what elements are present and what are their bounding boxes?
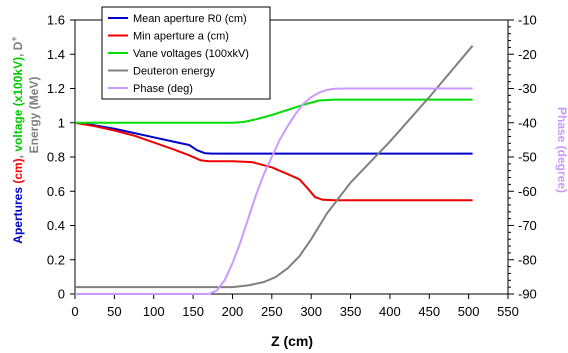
y-tick-label-right: -60 — [518, 184, 537, 199]
y-axis-label-part: + — [9, 36, 19, 41]
legend-label: Min aperture a (cm) — [133, 31, 229, 43]
x-tick-label: 100 — [143, 304, 165, 319]
x-tick-label: 300 — [300, 304, 322, 319]
y-axis-label-part: , D — [11, 41, 25, 57]
x-tick-label: 400 — [379, 304, 401, 319]
x-tick-label: 350 — [340, 304, 362, 319]
y-tick-label-right: -10 — [518, 13, 537, 28]
x-tick-label: 0 — [71, 304, 78, 319]
y-axis-label-part: voltage (x100kV) — [11, 57, 25, 152]
y-axis-label-part: , — [11, 152, 25, 159]
y-tick-label-left: 1.6 — [47, 13, 65, 28]
y-tick-label-right: -40 — [518, 115, 537, 130]
y-tick-label-left: 0 — [58, 287, 65, 302]
series-line-2 — [74, 121, 473, 202]
y-tick-label-left: 0.2 — [47, 252, 65, 267]
legend: Mean aperture R0 (cm) Min aperture a (cm)… — [101, 6, 271, 100]
legend-label: Phase (deg) — [133, 83, 193, 95]
legend-label: Mean aperture R0 (cm) — [133, 13, 247, 25]
legend-label: Vane voltages (100xkV) — [133, 48, 249, 60]
y-tick-label-right: -30 — [518, 81, 537, 96]
legend-label: Deuteron energy — [133, 66, 215, 78]
series-lines — [74, 45, 474, 295]
x-tick-label: 500 — [458, 304, 480, 319]
y-axis-label-part: Apertures — [11, 184, 25, 244]
y-tick-label-left: 1.2 — [47, 81, 65, 96]
y-axis-label-left: Apertures (cm), voltage (x100kV), D+ — [9, 36, 25, 243]
y-axis-label-left-line2: Energy (MeV) — [27, 77, 41, 154]
series-line-4 — [75, 45, 474, 289]
x-axis-label: Z (cm) — [271, 333, 313, 349]
y-tick-label-left: 0.8 — [47, 150, 65, 165]
y-tick-label-right: -80 — [518, 252, 537, 267]
x-tick-label: 200 — [222, 304, 244, 319]
x-tick-label: 50 — [107, 304, 121, 319]
y-tick-label-right: -70 — [518, 218, 537, 233]
x-tick-label: 550 — [497, 304, 519, 319]
x-tick-label: 150 — [182, 304, 204, 319]
y-axis-label-right: Phase (degree) — [555, 107, 568, 193]
y-tick-label-right: -50 — [518, 150, 537, 165]
y-tick-label-left: 1 — [58, 115, 65, 130]
y-tick-label-right: -90 — [518, 287, 537, 302]
y-axis-label-part: (cm) — [11, 158, 25, 183]
y-tick-label-left: 0.4 — [47, 218, 65, 233]
y-tick-label-left: 0.6 — [47, 184, 65, 199]
axes: 0 50 100 150 200 250 300 350 400 450 500 550 0 0.2 0.4… — [47, 13, 537, 320]
series-line-1 — [74, 121, 473, 155]
y-tick-label-left: 1.4 — [47, 47, 65, 62]
series-line-5 — [75, 87, 473, 295]
series-line-3 — [75, 98, 473, 124]
legend-box — [101, 6, 271, 100]
x-tick-label: 250 — [261, 304, 283, 319]
y-tick-label-right: -20 — [518, 47, 537, 62]
x-tick-label: 450 — [418, 304, 440, 319]
